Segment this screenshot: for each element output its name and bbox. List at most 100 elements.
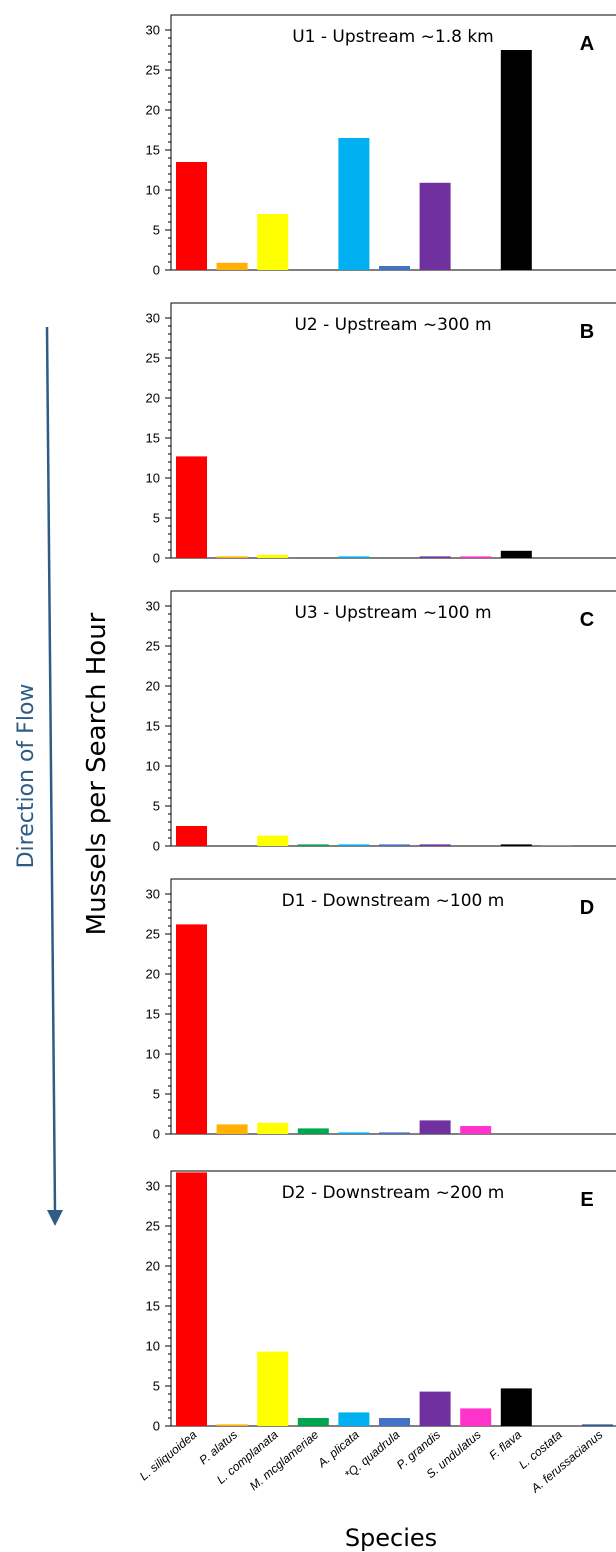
y-tick-label: 10 (146, 183, 160, 198)
bar-a-9 (500, 50, 532, 270)
bar-c-4 (297, 844, 329, 846)
bar-e-5 (338, 1412, 370, 1426)
y-tick-label: 30 (146, 23, 160, 38)
bar-e-9 (500, 1388, 532, 1426)
panel-letter: C (580, 609, 594, 631)
y-tick-label: 25 (146, 639, 160, 654)
y-tick-label: 30 (146, 599, 160, 614)
bar-b-9 (500, 550, 532, 558)
panel-letter: D (580, 897, 594, 919)
y-tick-label: 0 (153, 263, 160, 278)
y-tick-label: 20 (146, 967, 160, 982)
bar-c-1 (176, 826, 207, 846)
bar-a-1 (176, 162, 207, 270)
x-category-label: A. ferussacianus (528, 1428, 606, 1496)
panel-e: 0 5 10 15 20 25 30 D2 - Downstream ~200 m E L. si… (137, 1170, 616, 1496)
y-tick-label: 5 (153, 223, 160, 238)
bar-e-2 (216, 1424, 248, 1426)
flow-direction-label: Direction of Flow (14, 684, 39, 869)
y-tick-label: 10 (146, 759, 160, 774)
bar-e-3 (257, 1351, 289, 1426)
plot-frame (170, 14, 616, 271)
x-category-label: M. mcglameriae (247, 1427, 322, 1493)
y-tick-label: 10 (146, 1047, 160, 1062)
flow-arrow-head (47, 1210, 63, 1226)
bar-d-1 (176, 924, 207, 1134)
panel-letter: B (580, 321, 594, 343)
y-tick-label: 0 (153, 1419, 160, 1434)
bar-b-3 (257, 554, 289, 558)
y-tick-label: 20 (146, 679, 160, 694)
panel-title: U1 - Upstream ~1.8 km (292, 27, 494, 47)
y-tick-label: 10 (146, 471, 160, 486)
bar-a-6 (379, 266, 410, 270)
flow-arrow-shaft (45, 326, 57, 1213)
y-tick-label: 30 (146, 1179, 160, 1194)
panel-d: 0 5 10 15 20 25 30 D1 - Downstream ~100 m D (146, 878, 616, 1142)
y-tick-label: 25 (146, 351, 160, 366)
bar-b-2 (216, 556, 248, 558)
y-tick-label: 15 (146, 1299, 160, 1314)
bar-d-4 (297, 1128, 329, 1134)
bar-c-7 (419, 844, 451, 846)
bar-a-3 (257, 214, 289, 270)
flow-arrow: Direction of Flow (14, 326, 63, 1226)
y-tick-label: 0 (153, 839, 160, 854)
bar-b-5 (338, 556, 370, 558)
y-tick-label: 30 (146, 311, 160, 326)
y-tick-label: 20 (146, 391, 160, 406)
panel-a: 0 5 10 15 20 25 30 U1 - Upstream ~1.8 km A (146, 14, 616, 278)
bar-e-8 (460, 1408, 492, 1426)
y-tick-label: 0 (153, 551, 160, 566)
bar-b-8 (460, 556, 492, 558)
plot-frame (170, 1170, 616, 1427)
plot-frame (170, 878, 616, 1135)
chart-panels: 0 5 10 15 20 25 30 U1 - Upstream ~1.8 km A 0 5 10 15… (137, 14, 616, 1496)
bar-d-2 (216, 1124, 248, 1134)
plot-frame (170, 590, 616, 847)
panel-title: U2 - Upstream ~300 m (294, 315, 491, 335)
panel-letter: A (580, 33, 594, 55)
bar-e-7 (419, 1391, 451, 1426)
panel-title: D2 - Downstream ~200 m (282, 1183, 505, 1203)
y-tick-label: 15 (146, 431, 160, 446)
bar-c-3 (257, 835, 289, 846)
bar-d-7 (419, 1120, 451, 1134)
y-tick-label: 10 (146, 1339, 160, 1354)
panel-b: 0 5 10 15 20 25 30 U2 - Upstream ~300 m B (146, 302, 616, 566)
y-tick-label: 25 (146, 927, 160, 942)
x-axis-label: Species (345, 1524, 437, 1552)
y-tick-label: 20 (146, 1259, 160, 1274)
bar-e-4 (297, 1418, 329, 1426)
panel-letter: E (580, 1189, 593, 1211)
y-tick-label: 25 (146, 1219, 160, 1234)
panel-c: 0 5 10 15 20 25 30 U3 - Upstream ~100 m C (146, 590, 616, 854)
y-tick-label: 15 (146, 719, 160, 734)
y-tick-label: 20 (146, 103, 160, 118)
y-tick-label: 5 (153, 799, 160, 814)
bar-c-5 (338, 844, 370, 846)
bar-e-11 (582, 1424, 613, 1426)
panel-title: D1 - Downstream ~100 m (282, 891, 505, 911)
bar-e-6 (379, 1418, 410, 1426)
y-tick-label: 15 (146, 143, 160, 158)
y-axis-label: Mussels per Search Hour (82, 612, 112, 935)
y-tick-label: 25 (146, 63, 160, 78)
bar-d-6 (379, 1132, 410, 1134)
bar-c-6 (379, 844, 410, 846)
y-tick-label: 30 (146, 887, 160, 902)
x-category-label: F. flava (486, 1427, 524, 1462)
bar-b-1 (176, 456, 207, 558)
x-category-label: L. siliquoidea (137, 1427, 200, 1483)
bar-d-3 (257, 1122, 289, 1134)
y-tick-label: 5 (153, 511, 160, 526)
y-tick-label: 0 (153, 1127, 160, 1142)
bar-e-1 (176, 1172, 207, 1426)
bar-b-7 (419, 556, 451, 558)
bar-c-9 (500, 844, 532, 846)
plot-frame (170, 302, 616, 559)
bar-c-10 (541, 845, 573, 846)
bar-d-5 (338, 1132, 370, 1134)
bar-d-8 (460, 1126, 492, 1134)
